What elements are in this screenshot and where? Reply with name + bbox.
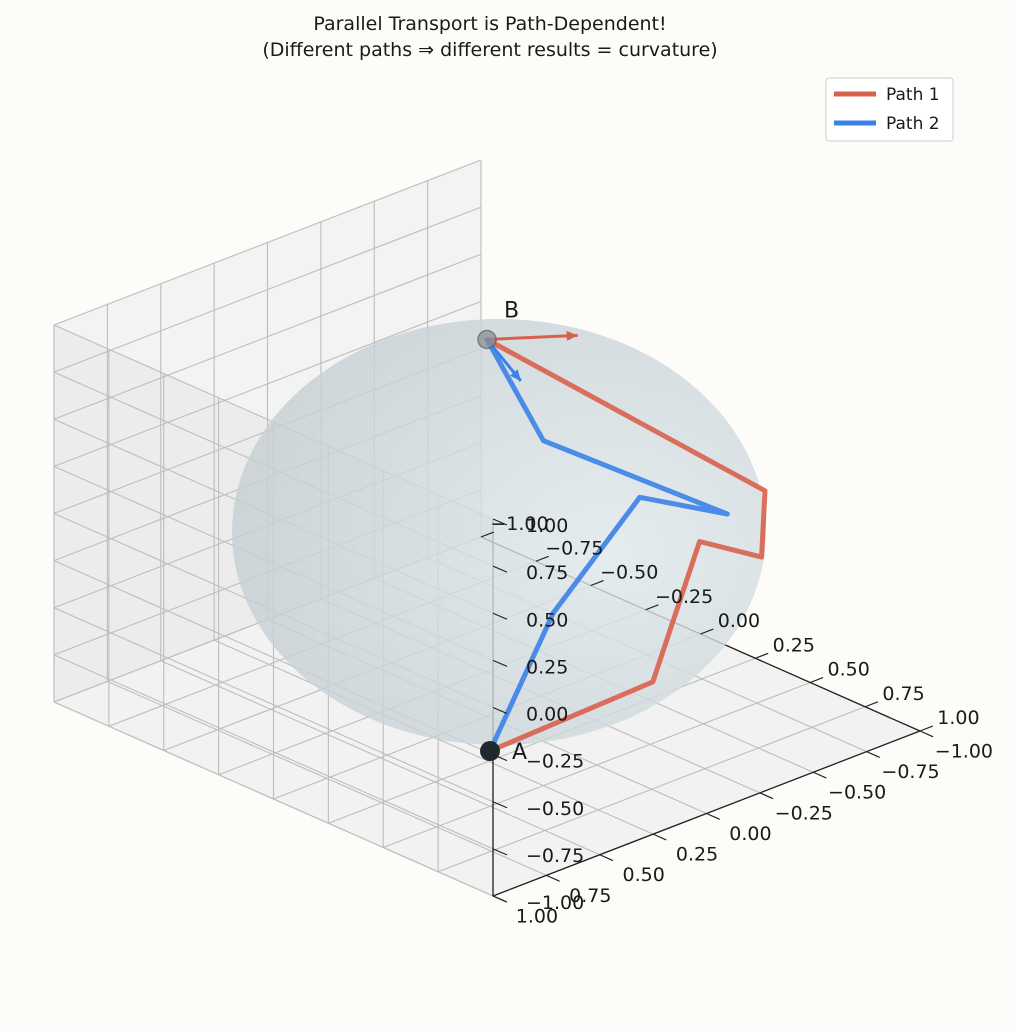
z-tick [492,518,508,526]
y-tick-label: 0.50 [622,864,664,886]
z-tick-label: 0.00 [526,704,568,726]
grid-line [53,701,494,897]
x-tick-label: −1.00 [490,513,548,535]
grid-line [383,681,811,849]
y-tick-label: 0.00 [729,823,771,845]
x-tick-label: −0.25 [655,586,713,608]
z-tick [492,659,508,667]
x-tick [590,579,604,587]
series-line-1 [484,337,768,754]
x-tick [645,604,659,611]
z-tick [492,754,508,762]
z-tick [492,565,508,573]
x-tick-label: 1.00 [937,707,979,729]
legend-label-path-2: Path 2 [886,114,940,134]
grid-line [53,206,482,373]
grid-line [53,300,482,467]
vector-shaft-1 [486,333,578,341]
grid-line [107,680,547,876]
series-line-2 [484,337,730,754]
legend-label-path-1: Path 1 [886,85,940,105]
y-tick [706,812,720,820]
x-tick [919,725,934,732]
x-tick [700,628,714,635]
point-label-a: A [512,740,527,765]
z-tick [492,612,508,620]
y-tick-label: −0.50 [828,782,886,804]
y-tick-label: −0.25 [775,802,833,824]
vector-head-1 [566,330,578,341]
sphere-surface [232,319,766,745]
x-tick [864,701,879,708]
y-tick-label: 1.00 [516,905,558,927]
z-tick-label: −1.00 [526,892,584,914]
x-tick-label: −0.75 [545,537,603,559]
z-tick-label: 1.00 [526,515,568,537]
x-tick-label: 0.00 [718,610,760,632]
x-tick [810,676,824,684]
point-marker-a [480,741,500,762]
z-tick-label: 0.25 [526,656,568,678]
legend: Path 1 Path 2 [825,77,954,142]
y-tick-label: 0.75 [569,885,611,907]
x-tick-label: −0.50 [600,562,658,584]
vector-head-2 [510,369,521,381]
z-tick [492,848,508,856]
y-tick [759,792,774,800]
x-tick [480,531,495,538]
point-marker-b [477,329,497,350]
z-tick-label: −0.25 [526,751,584,773]
x-tick [535,555,549,562]
z-tick-label: −0.75 [526,845,584,867]
chart-title: Parallel Transport is Path-Dependent! (D… [262,13,717,61]
z-tick-label: 0.50 [526,609,568,631]
grid-line [437,706,866,873]
point-label-b: B [504,299,519,324]
x-tick-label: 0.25 [773,634,815,656]
y-tick [546,874,560,882]
z-tick [492,801,508,809]
sphere-body [232,319,766,745]
y-tick [492,895,507,903]
y-tick [866,751,881,758]
y-tick-label: −0.75 [881,761,939,783]
tick-labels: −1.00−1.00−1.00−0.75−0.75−0.75−0.50−0.50… [480,513,993,927]
y-tick [599,854,614,862]
y-tick-label: 0.25 [676,844,718,866]
grid-line [53,253,482,420]
z-tick [492,706,508,715]
chart-title-line-2: (Different paths ⇒ different results = c… [262,39,717,61]
chart-title-line-1: Parallel Transport is Path-Dependent! [313,13,666,35]
path-curves [484,337,768,754]
y-tick [919,730,934,738]
grid-line [53,159,482,326]
grid-line [160,660,600,856]
z-tick-label: 0.75 [526,562,568,584]
x-tick-label: 0.50 [828,659,870,681]
y-tick [652,833,667,841]
x-tick [755,652,769,659]
x-tick-label: 0.75 [882,683,924,705]
y-tick-label: −1.00 [935,740,993,762]
y-tick [813,771,827,779]
z-tick-label: −0.50 [526,798,584,820]
